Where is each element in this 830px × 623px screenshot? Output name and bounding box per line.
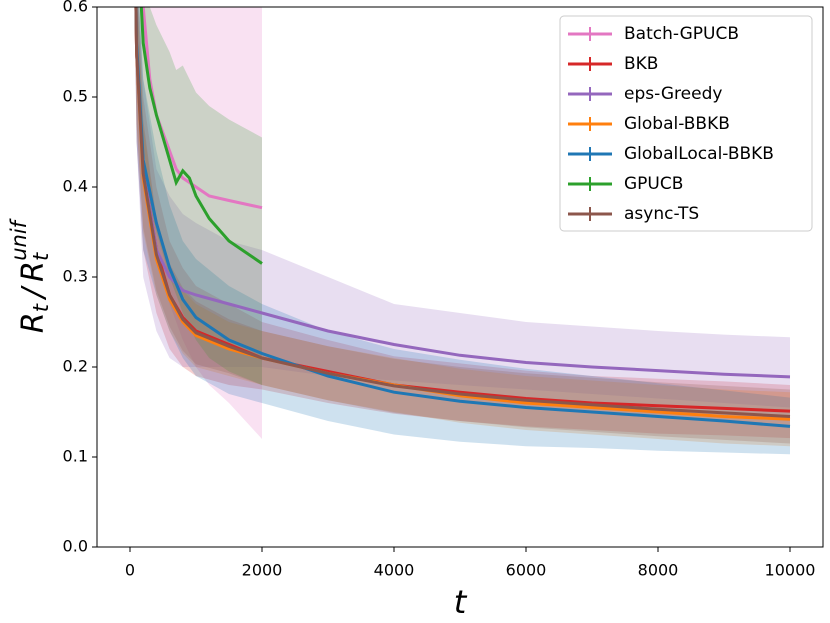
x-axis-label: t [454, 583, 468, 621]
plot-area [134, 7, 791, 455]
confidence-band [136, 7, 262, 385]
series-line [139, 7, 263, 265]
y-tick-label: 0.1 [63, 447, 88, 466]
series-line [134, 7, 791, 418]
x-tick-label: 0 [125, 561, 135, 580]
legend-box [559, 15, 813, 232]
y-label-part: R [16, 261, 51, 282]
x-tick-label: 10000 [765, 561, 816, 580]
legend-label: async-TS [624, 204, 699, 224]
legend-label: BKB [624, 54, 658, 74]
legend-label: GPUCB [624, 174, 683, 194]
confidence-band [134, 7, 790, 408]
y-label-part: t [29, 252, 53, 261]
confidence-band [134, 7, 790, 455]
y-tick-label: 0.4 [63, 177, 88, 196]
y-label-part: R [16, 312, 51, 333]
series-line [134, 7, 791, 428]
y-tick-label: 0.5 [63, 87, 88, 106]
confidence-band [136, 7, 262, 439]
confidence-band [134, 7, 790, 447]
y-label-part: / [16, 285, 51, 301]
y-axis-label: Rt/Rtunif [7, 217, 53, 333]
legend-label: Batch-GPUCB [624, 24, 739, 44]
y-tick-label: 0.6 [63, 0, 88, 16]
legend-label: GlobalLocal-BBKB [624, 144, 774, 164]
y-label-part: unif [7, 217, 31, 260]
confidence-band [134, 7, 790, 439]
y-label-part: t [29, 303, 53, 312]
legend-label: Global-BBKB [624, 114, 730, 134]
y-tick-label: 0.2 [63, 357, 88, 376]
legend-label: eps-Greedy [624, 84, 722, 104]
series-line [141, 7, 263, 210]
confidence-band [134, 7, 790, 444]
y-tick-label: 0.0 [63, 537, 88, 556]
x-tick-label: 4000 [374, 561, 415, 580]
x-tick-label: 8000 [638, 561, 679, 580]
y-tick-label: 0.3 [63, 267, 88, 286]
x-tick-label: 2000 [242, 561, 283, 580]
legend: Batch-GPUCB BKB eps-Greedy Global-BBKB Globa… [559, 15, 813, 232]
x-tick-label: 6000 [506, 561, 547, 580]
